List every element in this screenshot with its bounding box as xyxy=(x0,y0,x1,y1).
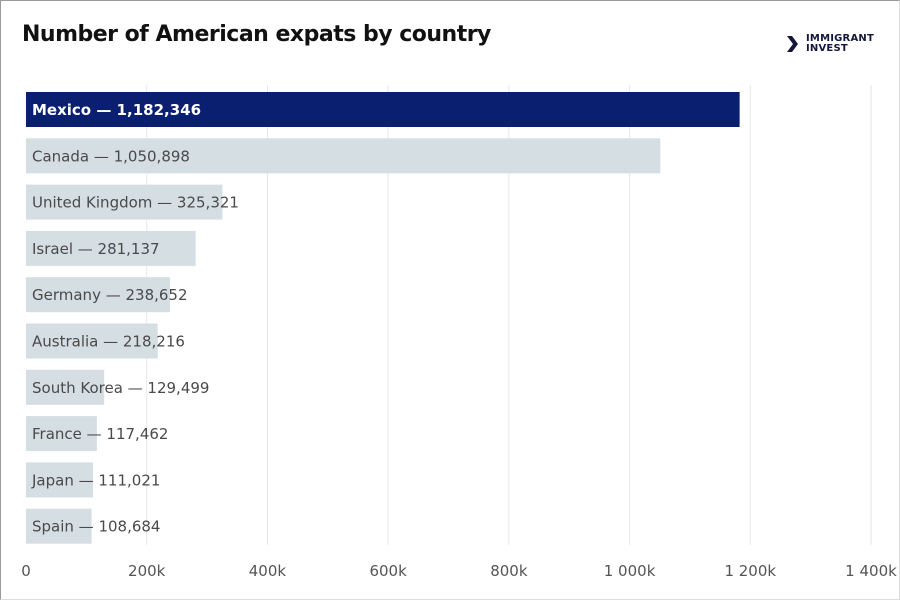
x-tick-label: 200k xyxy=(128,562,166,580)
x-tick-label: 1 200k xyxy=(724,562,776,580)
bar-south-korea xyxy=(26,369,105,405)
x-tick-label: 400k xyxy=(249,562,287,580)
x-tick-label: 1 400k xyxy=(845,562,897,580)
bar-label: Germany — 238,652 xyxy=(32,286,188,304)
bar-label: South Korea — 129,499 xyxy=(32,379,209,397)
bar-label: Spain — 108,684 xyxy=(32,518,160,536)
bar-label: France — 117,462 xyxy=(32,425,168,443)
chart-title: Number of American expats by country xyxy=(22,22,491,47)
bar-label: Canada — 1,050,898 xyxy=(32,147,190,165)
bar-united-kingdom xyxy=(26,184,223,220)
x-tick-label: 600k xyxy=(369,562,407,580)
bar-label: United Kingdom — 325,321 xyxy=(32,194,239,212)
bar-japan xyxy=(26,462,94,498)
bar-label: Australia — 218,216 xyxy=(32,333,185,351)
x-tick-label: 800k xyxy=(490,562,528,580)
logo: IMMIGRANT INVEST xyxy=(787,34,874,54)
bar-label: Japan — 111,021 xyxy=(31,471,160,489)
bar-spain xyxy=(26,508,92,544)
x-tick-label: 0 xyxy=(21,562,31,580)
logo-text-2: INVEST xyxy=(806,43,848,54)
bar-israel xyxy=(26,230,196,266)
bar-canada xyxy=(26,138,661,174)
logo-text-1: IMMIGRANT xyxy=(806,33,874,44)
bar-germany xyxy=(26,277,171,313)
bar-label: Israel — 281,137 xyxy=(32,240,160,258)
x-tick-label: 1 000k xyxy=(604,562,656,580)
bar-label: Mexico — 1,182,346 xyxy=(32,101,201,119)
bar-mexico xyxy=(26,92,740,127)
logo-chevron-icon xyxy=(787,36,798,52)
bar-australia xyxy=(26,323,158,359)
bar-france xyxy=(26,416,97,452)
